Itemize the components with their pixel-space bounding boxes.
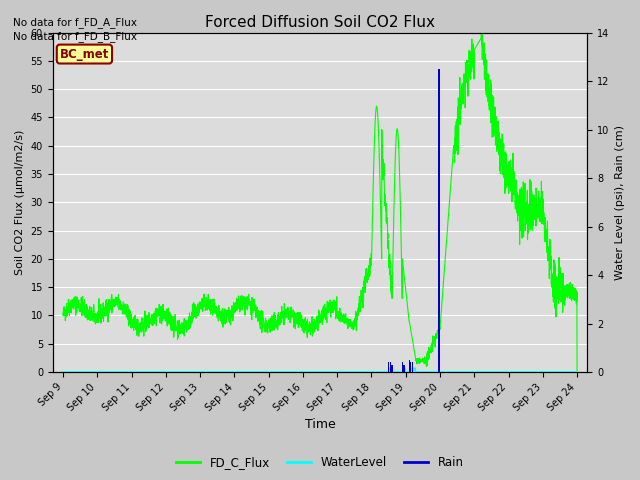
Y-axis label: Soil CO2 Flux (μmol/m2/s): Soil CO2 Flux (μmol/m2/s) — [15, 130, 25, 275]
Bar — [412, 362, 413, 372]
Bar — [410, 362, 412, 372]
Bar — [408, 360, 410, 372]
Title: Forced Diffusion Soil CO2 Flux: Forced Diffusion Soil CO2 Flux — [205, 15, 435, 30]
Bar — [388, 362, 389, 372]
Bar — [390, 362, 391, 372]
X-axis label: Time: Time — [305, 419, 335, 432]
Y-axis label: Water Level (psi), Rain (cm): Water Level (psi), Rain (cm) — [615, 125, 625, 280]
Legend: FD_C_Flux, WaterLevel, Rain: FD_C_Flux, WaterLevel, Rain — [172, 452, 468, 474]
Text: No data for f_FD_B_Flux: No data for f_FD_B_Flux — [13, 31, 137, 42]
Text: No data for f_FD_A_Flux: No data for f_FD_A_Flux — [13, 17, 137, 28]
Bar — [402, 362, 403, 372]
Bar — [438, 69, 440, 372]
Bar — [403, 365, 404, 372]
Text: BC_met: BC_met — [60, 48, 109, 60]
